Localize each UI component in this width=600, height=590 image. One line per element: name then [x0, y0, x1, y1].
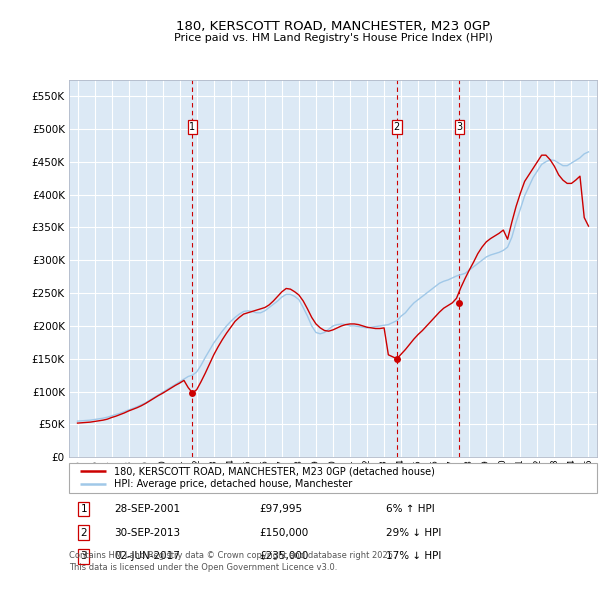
- FancyBboxPatch shape: [69, 463, 597, 493]
- Text: 30-SEP-2013: 30-SEP-2013: [114, 527, 180, 537]
- Text: HPI: Average price, detached house, Manchester: HPI: Average price, detached house, Manc…: [114, 480, 352, 489]
- Text: 1: 1: [189, 122, 196, 132]
- Text: £150,000: £150,000: [259, 527, 308, 537]
- Text: 1: 1: [80, 504, 87, 514]
- Text: Contains HM Land Registry data © Crown copyright and database right 2025.
This d: Contains HM Land Registry data © Crown c…: [69, 552, 395, 572]
- Text: Price paid vs. HM Land Registry's House Price Index (HPI): Price paid vs. HM Land Registry's House …: [173, 34, 493, 43]
- Text: 28-SEP-2001: 28-SEP-2001: [114, 504, 180, 514]
- Text: 2: 2: [80, 527, 87, 537]
- Text: 180, KERSCOTT ROAD, MANCHESTER, M23 0GP: 180, KERSCOTT ROAD, MANCHESTER, M23 0GP: [176, 20, 490, 33]
- Text: 180, KERSCOTT ROAD, MANCHESTER, M23 0GP (detached house): 180, KERSCOTT ROAD, MANCHESTER, M23 0GP …: [114, 467, 435, 476]
- Text: 2: 2: [394, 122, 400, 132]
- Text: £235,000: £235,000: [259, 551, 308, 561]
- Text: 6% ↑ HPI: 6% ↑ HPI: [386, 504, 434, 514]
- Text: 3: 3: [457, 122, 463, 132]
- Text: 17% ↓ HPI: 17% ↓ HPI: [386, 551, 441, 561]
- Text: 02-JUN-2017: 02-JUN-2017: [114, 551, 180, 561]
- Text: £97,995: £97,995: [259, 504, 302, 514]
- Text: 3: 3: [80, 551, 87, 561]
- Text: 29% ↓ HPI: 29% ↓ HPI: [386, 527, 441, 537]
